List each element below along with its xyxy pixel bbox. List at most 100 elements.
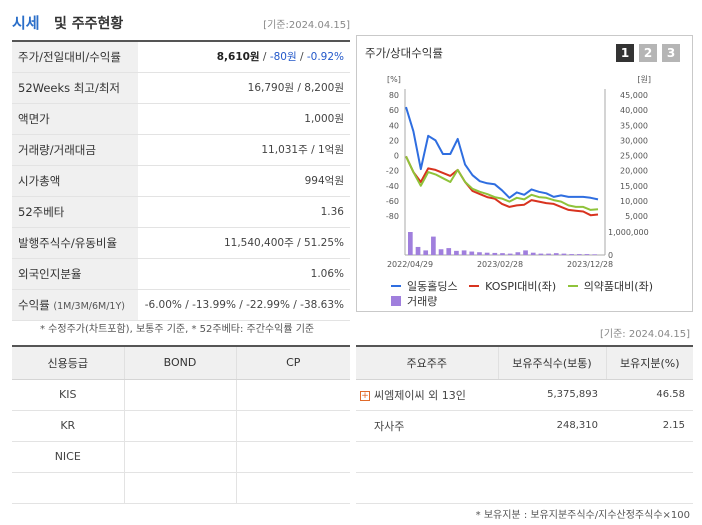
x-tick-label: 2023/02/28	[477, 260, 523, 269]
y-right-tick-label: 45,000	[620, 91, 648, 100]
volume-bar	[507, 253, 513, 255]
series-line	[405, 155, 599, 211]
column-header: 주요주주	[356, 346, 498, 380]
chart-tab-2[interactable]: 2	[639, 44, 657, 62]
row-value: 1.06%	[138, 258, 350, 290]
table-row: 52주베타 1.36	[12, 196, 350, 228]
holder-pct: 2.15	[606, 410, 693, 442]
table-row: 52Weeks 최고/최저 16,790원 / 8,200원	[12, 72, 350, 104]
volume-bar	[415, 246, 421, 255]
row-value: 994억원	[138, 165, 350, 197]
agency-name	[12, 472, 124, 504]
volume-bar	[561, 253, 567, 255]
table-header: 주요주주 보유주식수(보통) 보유지분(%)	[356, 346, 693, 380]
legend-swatch	[391, 285, 401, 287]
row-value: 16,790원 / 8,200원	[138, 72, 350, 104]
cp-rating	[235, 410, 350, 442]
y-right-tick-label: 35,000	[620, 121, 648, 130]
y-right-tick-label: 20,000	[620, 167, 648, 176]
legend-item: 의약품대비(좌)	[567, 279, 653, 294]
table-header: 신용등급 BOND CP	[12, 346, 350, 380]
y-left-unit: [%]	[387, 75, 401, 84]
table-row: KR	[12, 410, 350, 442]
volume-bar	[438, 249, 444, 255]
bond-rating	[123, 410, 236, 442]
price-value: 8,610원 / -80원 / -0.92%	[138, 41, 350, 73]
bond-rating	[123, 472, 236, 504]
volume-tick-label: 0	[608, 251, 613, 260]
legend-swatch	[469, 285, 480, 287]
row-value: 11,540,400주 / 51.25%	[138, 227, 350, 259]
y-left-tick-label: -40	[386, 182, 399, 191]
column-header: BOND	[123, 346, 236, 380]
volume-bar	[408, 232, 413, 255]
volume-bar	[446, 248, 452, 255]
volume-tick-label: 1,000,000	[608, 228, 649, 237]
row-label: 주가/전일대비/수익률	[12, 41, 138, 73]
holder-name: 씨엠제이씨 외 13인	[374, 388, 466, 402]
y-right-tick-label: 5,000	[625, 212, 648, 221]
table-row: 거래량/거래대금 11,031주 / 1억원	[12, 134, 350, 166]
y-left-tick-label: 0	[394, 152, 399, 161]
title-sub: 및 주주현황	[54, 16, 124, 32]
y-right-tick-label: 30,000	[620, 136, 648, 145]
row-label-text: 수익률	[18, 297, 50, 312]
holder-shares: 5,375,893	[498, 379, 606, 411]
separator: /	[296, 51, 307, 64]
base-date: [기준:2024.04.15]	[263, 20, 350, 31]
volume-bar	[546, 253, 551, 255]
holder-pct: 46.58	[606, 379, 693, 411]
holder-name-cell: + 씨엠제이씨 외 13인	[356, 379, 498, 411]
volume-bar	[461, 250, 467, 255]
holder-shares	[498, 441, 606, 473]
series-line	[405, 155, 599, 217]
price-change-pct: -0.92%	[306, 51, 344, 64]
price-table: 주가/전일대비/수익률 8,610원 / -80원 / -0.92% 52Wee…	[12, 40, 350, 321]
y-left-tick-label: 20	[389, 136, 399, 145]
expand-icon[interactable]: +	[360, 390, 370, 401]
y-left-tick-label: 60	[389, 106, 399, 115]
volume-bar	[423, 250, 429, 255]
row-label: 외국인지분율	[12, 258, 138, 290]
holder-name: 자사주	[374, 419, 405, 433]
bond-rating	[123, 379, 236, 411]
legend-item: 일동홀딩스	[391, 279, 458, 294]
title-main: 시세	[12, 14, 40, 32]
volume-bar	[454, 250, 459, 255]
price-change: -80원	[269, 51, 297, 64]
volume-bar	[469, 251, 475, 255]
row-label: 52Weeks 최고/최저	[12, 72, 138, 104]
volume-bar	[523, 250, 528, 255]
column-header: 신용등급	[12, 346, 124, 380]
chart-legend: 일동홀딩스 KOSPI대비(좌) 의약품대비(좌) 거래량	[391, 276, 691, 310]
agency-name: KR	[12, 410, 124, 442]
legend-swatch	[567, 285, 578, 287]
current-price: 8,610원	[216, 51, 260, 64]
row-label: 액면가	[12, 103, 138, 135]
table-row: 자사주 248,310 2.15	[356, 410, 693, 442]
volume-bar	[576, 254, 582, 255]
legend-item: KOSPI대비(좌)	[469, 279, 556, 294]
chart-tab-1[interactable]: 1	[616, 44, 634, 62]
row-label-small: (1M/3M/6M/1Y)	[53, 300, 125, 312]
bond-rating	[123, 441, 236, 473]
chart-panel: 주가/상대수익률 1 2 3 [%] [원] 80 60 40 20 0 -20 -40 -60-…	[356, 35, 693, 312]
y-left-tick-label: -60	[386, 197, 399, 206]
volume-bar	[477, 252, 482, 255]
column-header: 보유주식수(보통)	[497, 346, 606, 380]
volume-bar	[553, 253, 559, 255]
volume-bar	[484, 252, 490, 255]
table-row: 외국인지분율 1.06%	[12, 258, 350, 290]
table-row	[356, 472, 693, 504]
legend-item: 거래량	[391, 294, 437, 309]
row-label: 수익률 (1M/3M/6M/1Y)	[12, 289, 138, 321]
chart-tab-3[interactable]: 3	[662, 44, 680, 62]
holder-name-cell: 자사주	[356, 410, 498, 442]
row-label: 거래량/거래대금	[12, 134, 138, 166]
y-right-tick-label: 10,000	[620, 197, 648, 206]
volume-bar	[584, 254, 590, 255]
y-left-tick-label: -20	[386, 167, 399, 176]
volume-bar	[538, 253, 544, 255]
volume-bar	[500, 253, 505, 255]
row-label: 시가총액	[12, 165, 138, 197]
